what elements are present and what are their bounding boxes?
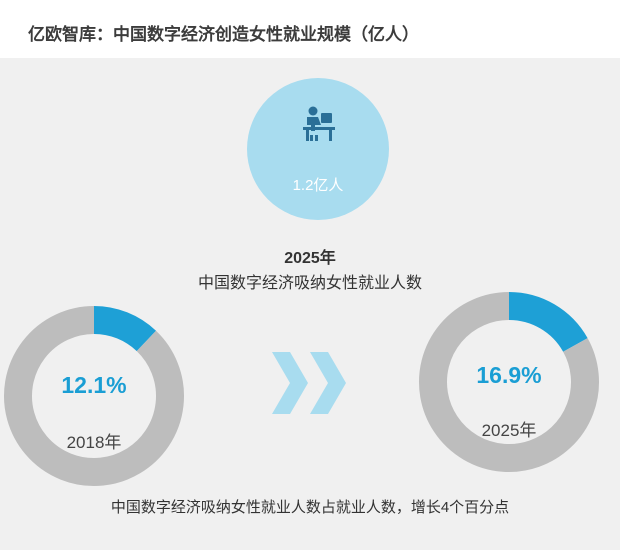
donut-segment-share (93, 306, 157, 352)
growth-arrows-icon (272, 352, 346, 414)
donut-2025-percent: 16.9% (476, 362, 542, 388)
donut-2018-percent: 12.1% (61, 372, 127, 398)
donut-2018-year: 2018年 (66, 433, 122, 452)
chart-title: 亿欧智库：中国数字经济创造女性就业规模（亿人） (28, 25, 419, 44)
highlight-description: 中国数字经济吸纳女性就业人数 (197, 275, 422, 292)
chart-footnote: 中国数字经济吸纳女性就业人数占就业人数，增长4个百分点 (110, 499, 510, 516)
donut-2025-year: 2025年 (481, 421, 537, 440)
highlight-bubble: 1.2亿人 (247, 78, 389, 220)
donut-chart-2025 (419, 292, 599, 472)
highlight-year: 2025年 (284, 250, 336, 267)
person-at-desk-icon (303, 106, 335, 141)
donut-chart-2018 (4, 306, 184, 486)
donut-segment-rest (4, 306, 184, 486)
donut-segment-rest (419, 292, 599, 472)
highlight-value: 1.2亿人 (292, 177, 344, 194)
donut-segment-share (508, 292, 588, 353)
